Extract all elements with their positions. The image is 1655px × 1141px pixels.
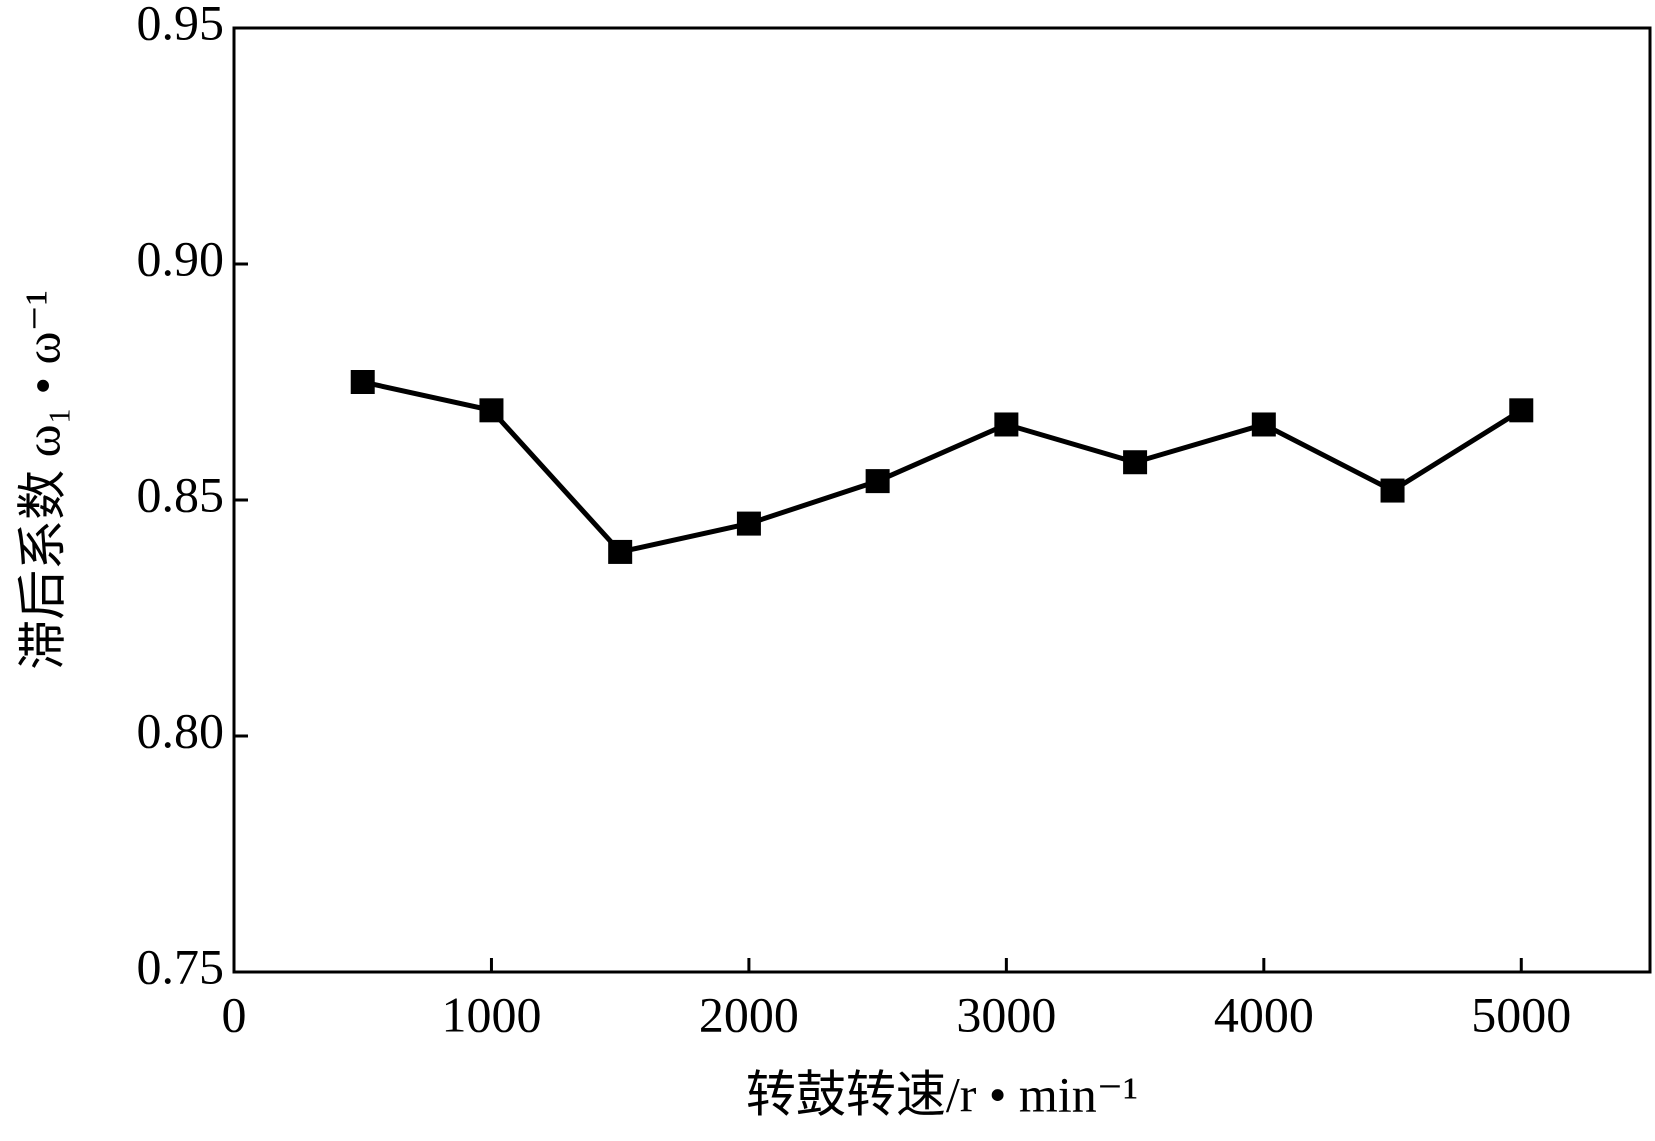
marker <box>1123 450 1148 475</box>
x-tick-label: 4000 <box>1214 986 1314 1042</box>
y-tick-label: 0.75 <box>137 938 225 994</box>
marker <box>1380 478 1405 503</box>
y-tick-label: 0.80 <box>137 702 225 758</box>
x-tick-label: 1000 <box>441 986 541 1042</box>
x-tick-label: 3000 <box>956 986 1056 1042</box>
marker <box>1251 412 1276 437</box>
x-axis-label: 转鼓转速/r • min⁻¹ <box>746 1066 1138 1122</box>
plot-frame <box>232 26 1652 974</box>
marker <box>608 539 633 564</box>
marker <box>994 412 1019 437</box>
marker <box>736 511 761 536</box>
y-tick-label: 0.85 <box>137 466 225 522</box>
marker <box>1509 398 1534 423</box>
x-tick-label: 0 <box>222 986 247 1042</box>
y-axis-label: 滞后系数 ω₁ • ω⁻¹ <box>14 290 70 670</box>
series-line <box>362 379 1523 555</box>
x-tick-label: 5000 <box>1471 986 1571 1042</box>
marker <box>479 398 504 423</box>
marker <box>350 370 375 394</box>
y-tick-label: 0.90 <box>137 230 225 286</box>
y-tick-label: 0.95 <box>137 0 225 50</box>
x-tick-label: 2000 <box>699 986 799 1042</box>
marker <box>865 469 890 494</box>
